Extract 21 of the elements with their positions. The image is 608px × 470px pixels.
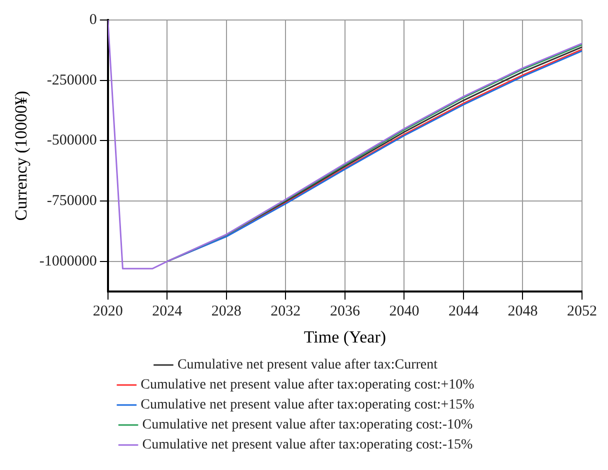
x-tick-label: 2020 [92,304,123,320]
y-tick-label: 0 [89,12,97,28]
x-tick-label: 2052 [567,304,597,320]
y-tick-label: -500000 [46,132,97,149]
x-tick-label: 2032 [270,304,301,320]
legend-label: Cumulative net present value after tax:operating cost:+10% [140,378,475,393]
x-tick-label: 2028 [211,304,242,320]
x-tick-label: 2024 [152,304,183,320]
legend-label: Cumulative net present value after tax:operating cost:-15% [142,438,474,453]
y-tick-label: -750000 [46,193,97,210]
y-tick-label: -250000 [46,72,97,88]
legend-label: Cumulative net present value after tax:operating cost:-10% [142,418,474,433]
x-tick-label: 2044 [448,304,479,320]
x-axis-title: Time (Year) [304,327,386,346]
x-tick-label: 2048 [508,304,538,320]
y-axis-title: Currency (10000¥) [12,90,31,221]
legend-label: Cumulative net present value after tax:operating cost:+15% [140,398,475,413]
y-tick-label: -1000000 [39,253,97,270]
legend-label: Cumulative net present value after tax:Current [177,358,438,373]
x-tick-label: 2040 [389,304,420,320]
x-tick-label: 2036 [330,304,360,320]
